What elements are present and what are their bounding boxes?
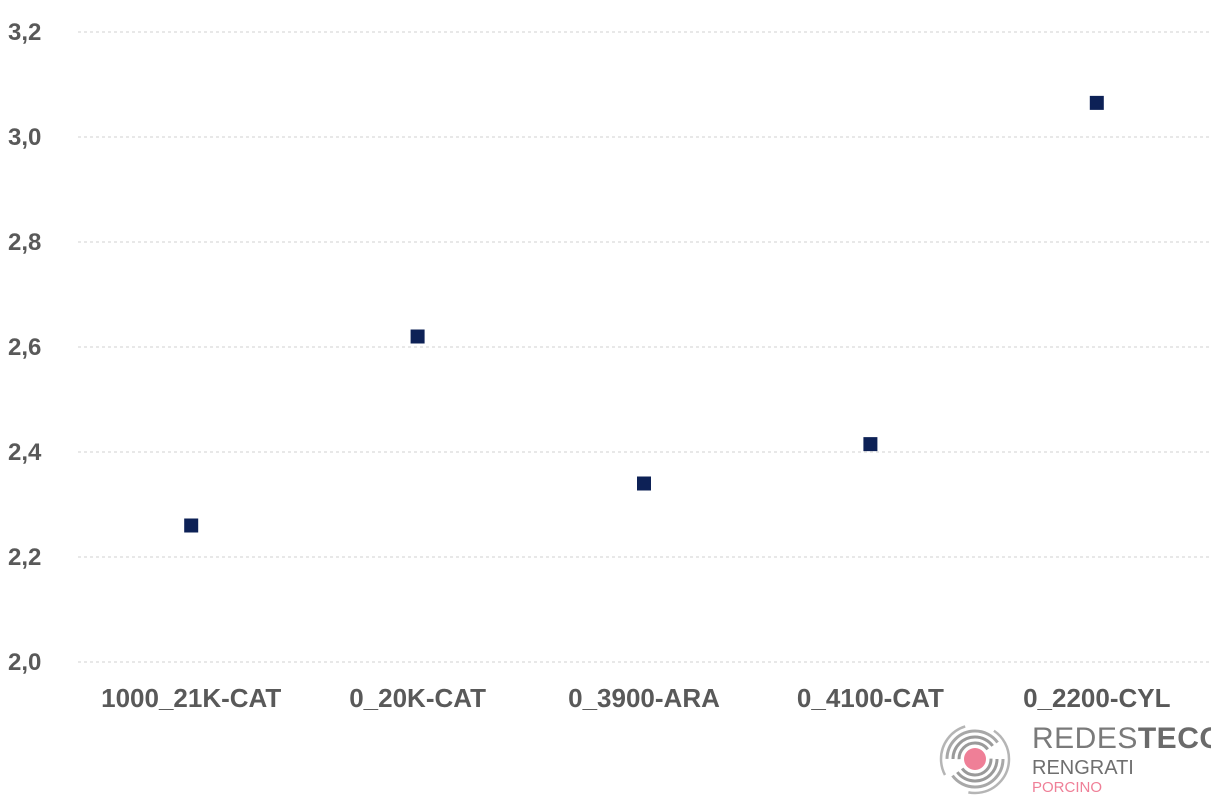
logo-title: REDESTECO: [1032, 722, 1211, 756]
x-tick-label: 0_2200-CYL: [1023, 683, 1171, 713]
logo-subtitle: RENGRATI: [1032, 757, 1134, 779]
redesteco-logo: REDESTECO RENGRATI PORCINO: [938, 722, 1211, 796]
x-tick-label: 0_20K-CAT: [349, 683, 486, 713]
data-point: [863, 437, 878, 452]
x-tick-label: 0_4100-CAT: [797, 683, 944, 713]
y-tick-label: 3,2: [8, 19, 41, 46]
logo-title-regular: REDES: [1032, 722, 1138, 755]
data-point: [1089, 95, 1104, 110]
y-axis-ticks: 2,0 2,2 2,4 2,6 2,8 3,0 3,2: [8, 19, 42, 676]
data-point: [637, 476, 651, 491]
concentric-rings-logo-icon: [939, 723, 1011, 795]
y-tick-label: 2,8: [8, 229, 41, 256]
y-tick-label: 2,2: [8, 544, 41, 571]
x-tick-label: 1000_21K-CAT: [101, 683, 281, 713]
x-axis-ticks: 1000_21K-CAT 0_20K-CAT 0_3900-ARA 0_4100-CA…: [101, 683, 1171, 713]
y-tick-label: 2,0: [8, 649, 41, 676]
data-points: [184, 95, 1104, 533]
y-tick-label: 3,0: [8, 124, 41, 151]
logo-title-bold: TECO: [1137, 722, 1211, 755]
data-point: [410, 329, 425, 344]
x-tick-label: 0_3900-ARA: [568, 683, 720, 713]
logo-tagline: PORCINO: [1032, 779, 1103, 796]
scatter-chart: 2,0 2,2 2,4 2,6 2,8 3,0 3,2 1000_21K-CAT 0_20K-…: [8, 19, 1210, 713]
y-tick-label: 2,6: [8, 334, 41, 361]
data-point: [184, 518, 199, 533]
gridlines: [78, 31, 1210, 663]
y-tick-label: 2,4: [8, 439, 42, 466]
